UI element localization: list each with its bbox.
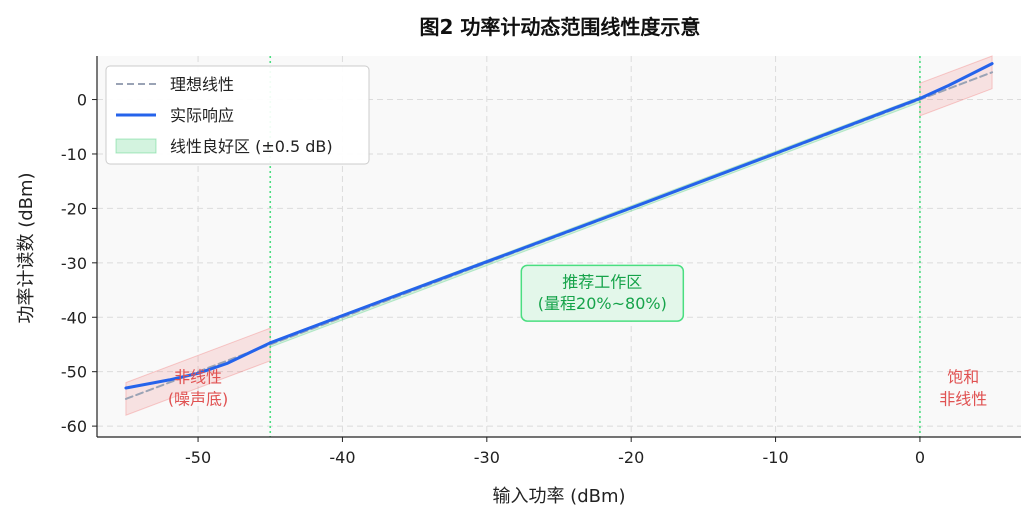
x-tick-label: 0 — [915, 448, 925, 467]
x-tick-label: -20 — [618, 448, 644, 467]
recommended-zone-box — [520, 264, 685, 322]
y-tick-label: -30 — [61, 254, 87, 273]
axes: -50 -40 -30 -20 -10 0 0 -10 -20 -30 -40 -50 -60 — [61, 56, 1021, 467]
y-tick-label: -10 — [61, 145, 87, 164]
x-tick-label: -50 — [185, 448, 211, 467]
legend-linear-band-label: 线性良好区 (±0.5 dB) — [170, 137, 333, 156]
y-tick-label: -60 — [61, 417, 87, 436]
x-tick-label: -10 — [762, 448, 788, 467]
y-tick-label: -20 — [61, 199, 87, 218]
legend-ideal-label: 理想线性 — [170, 75, 234, 94]
series — [124, 62, 994, 400]
legend-linear-band-swatch — [115, 138, 157, 154]
x-tick-label: -40 — [329, 448, 355, 467]
nonlinear-region-label: (噪声底) — [168, 389, 229, 408]
nonlinear-region-label: 非线性 — [939, 389, 987, 408]
chart-title: 图2 功率计动态范围线性度示意 — [420, 15, 701, 39]
y-tick-label: -50 — [61, 363, 87, 382]
recommended-zone-label: 推荐工作区 — [562, 272, 642, 291]
legend-actual-label: 实际响应 — [170, 106, 234, 125]
reference-lines — [269, 56, 921, 437]
x-tick-label: -30 — [474, 448, 500, 467]
y-tick-label: -40 — [61, 308, 87, 327]
y-tick-label: 0 — [77, 91, 87, 110]
actual-response-line — [124, 62, 994, 390]
legend-box — [105, 65, 370, 165]
x-axis-label: 输入功率 (dBm) — [492, 486, 625, 507]
y-axis-label: 功率计读数 (dBm) — [16, 172, 37, 323]
recommended-zone-label: (量程20%~80%) — [538, 294, 667, 313]
nonlinear-region-label: 非线性 — [174, 368, 222, 387]
nonlinear-region-label: 饱和 — [947, 368, 979, 387]
